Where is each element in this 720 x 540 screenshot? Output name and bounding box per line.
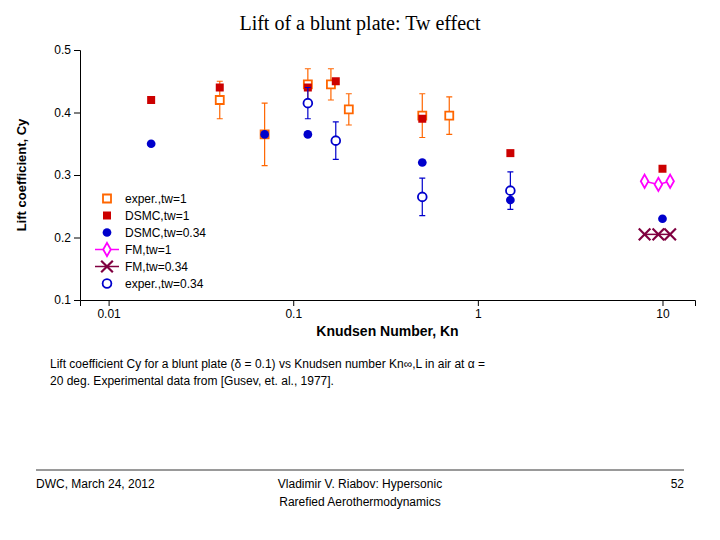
point [216,84,224,92]
point [331,136,340,145]
tick-mark [478,300,479,306]
series [216,69,454,166]
error-bar [346,94,352,125]
point [445,112,453,120]
tick-label: 0.1 [54,293,71,307]
point [418,193,427,202]
footer-left: DWC, March 24, 2012 [36,477,155,491]
point [260,130,269,139]
point [639,229,651,241]
point [418,158,427,167]
legend-symbol [103,279,112,288]
tick: 10 [656,300,670,321]
tick-mark [74,300,80,301]
tick: 0.5 [54,43,80,57]
tick-label: 0.1 [285,307,302,321]
legend-symbol [103,243,111,256]
footer-center: Vladimir V. Riabov: Hypersonic [278,477,442,491]
tick-label: 10 [656,307,670,321]
legend-label: DSMC,tw=1 [125,209,190,223]
legend-item: exper.,tw=0.34 [103,277,204,291]
error-bar [419,94,425,138]
axis-line [74,51,81,301]
point [664,229,676,241]
legend-item: FM,tw=1 [95,243,172,257]
point [332,77,340,85]
point [658,214,667,223]
tick: 0.4 [54,106,80,120]
point [345,105,353,113]
series [147,77,666,173]
legend-item: DSMC,tw=1 [103,209,190,223]
chart-container: 0.01 0.1 1 10 0.1 0.2 0.3 0.4 0.5 exper.,tw=1 DSMC… [0,0,720,540]
tick-mark [74,113,80,114]
tick-label: 0.4 [54,106,71,120]
point [216,96,224,104]
tick: 0.01 [97,300,121,321]
legend-item: FM,tw=0.34 [95,260,188,274]
legend: exper.,tw=1 DSMC,tw=1 DSMC,tw=0.34 FM,tw=1 F… [95,192,206,291]
point [147,139,156,148]
point [666,175,674,188]
series [303,88,514,216]
tick-label: 1 [475,307,482,321]
series [147,130,667,223]
tick-label: 0.3 [54,168,71,182]
legend-label: exper.,tw=1 [125,192,187,206]
series [641,175,674,191]
tick: 0.1 [54,293,80,307]
title: Lift of a blunt plate: Tw effect [239,12,481,35]
series [639,229,676,241]
point [655,178,663,191]
tick-mark [74,50,80,51]
legend-label: FM,tw=1 [125,243,172,257]
point [261,130,269,138]
tick: 0.1 [285,300,302,321]
tick: 0.3 [54,168,80,182]
legend-label: DSMC,tw=0.34 [125,226,206,240]
point [418,115,426,123]
legend-label: FM,tw=0.34 [125,260,188,274]
point [658,165,666,173]
point [303,130,312,139]
caption: Lift coefficient Cy for a blunt plate (δ… [50,357,485,371]
footer-rule [36,470,684,471]
point [506,186,515,195]
point [506,149,514,157]
y-axis-title: Lift coefficient, Cy [14,118,29,231]
error-bar [446,97,452,135]
footer-center: Rarefied Aerothermodynamics [279,495,440,509]
tick-mark [74,238,80,239]
point [641,175,649,188]
tick-mark [109,300,110,306]
x-axis: 0.01 0.1 1 10 [81,300,696,321]
point [147,96,155,104]
tick-label: 0.2 [54,231,71,245]
x-axis-title: Knudsen Number, Kn [316,323,458,339]
legend-label: exper.,tw=0.34 [125,277,204,291]
legend-item: exper.,tw=1 [103,192,187,206]
legend-symbol [103,212,111,220]
axis-line [81,301,696,307]
legend-symbol [103,195,111,203]
tick-mark [662,300,663,306]
footer-right: 52 [671,477,685,491]
tick: 0.2 [54,231,80,245]
error-bar [217,81,223,119]
tick-mark [74,175,80,176]
caption: 20 deg. Experimental data from [Gusev, e… [50,374,334,388]
tick: 1 [475,300,482,321]
plot-area [147,69,676,240]
tick-mark [293,300,294,306]
legend-symbol [101,261,113,273]
legend-symbol [103,228,112,237]
y-axis: 0.1 0.2 0.3 0.4 0.5 [54,43,80,307]
point [303,99,312,108]
chart: 0.01 0.1 1 10 0.1 0.2 0.3 0.4 0.5 exper.,tw=1 DSMC… [0,0,720,540]
legend-item: DSMC,tw=0.34 [103,226,207,240]
tick-label: 0.01 [97,307,121,321]
tick-label: 0.5 [54,43,71,57]
point [653,229,665,241]
